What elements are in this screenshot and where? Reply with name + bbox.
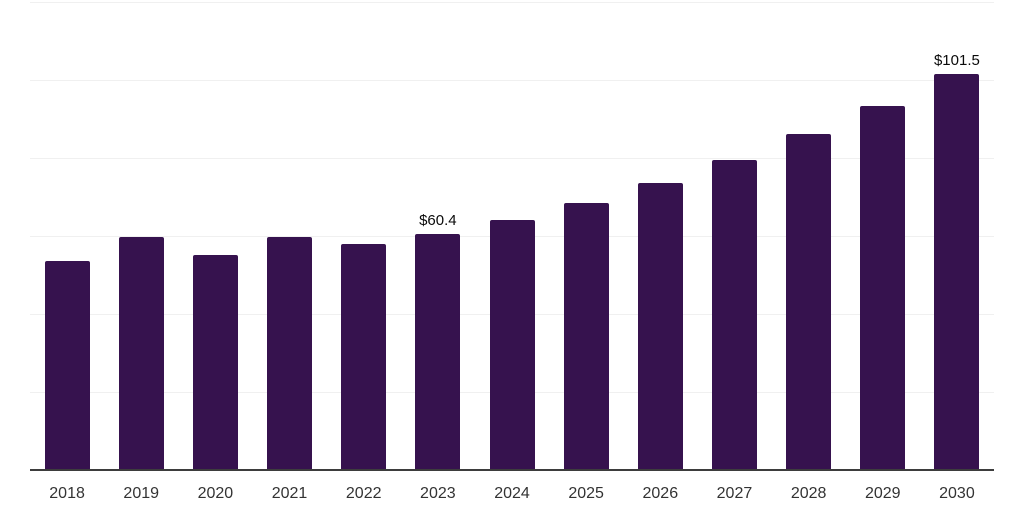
x-axis-line: [30, 469, 994, 471]
x-tick-2028: 2028: [790, 485, 827, 502]
bar-2019: [118, 237, 164, 470]
bar-2027: [711, 159, 757, 470]
x-tick-2019: 2019: [123, 485, 160, 502]
bar-2021: [267, 237, 313, 470]
data-label-2023: $60.4: [419, 212, 457, 230]
x-tick-2025: 2025: [568, 485, 604, 502]
gridline-100: [30, 80, 994, 81]
x-tick-2027: 2027: [716, 485, 753, 502]
x-tick-2026: 2026: [642, 485, 679, 502]
bar-2020: [192, 255, 238, 470]
bar-2024: [489, 220, 535, 470]
gridline-80: [30, 158, 994, 159]
bar-2029: [860, 105, 906, 470]
bar-2018: [44, 260, 90, 470]
bar-2025: [563, 203, 609, 470]
x-tick-2029: 2029: [864, 485, 901, 502]
x-tick-2024: 2024: [494, 485, 530, 502]
bar-2026: [637, 183, 683, 470]
bar-2023: [415, 234, 461, 470]
x-tick-2030: 2030: [939, 485, 975, 502]
x-tick-2023: 2023: [420, 485, 456, 502]
bar-2028: [786, 133, 832, 470]
data-label-2030: $101.5: [933, 52, 980, 70]
x-tick-2018: 2018: [49, 485, 85, 502]
x-tick-2020: 2020: [197, 485, 234, 502]
x-tick-2021: 2021: [271, 485, 308, 502]
bar-2030: [934, 74, 980, 470]
x-tick-2022: 2022: [345, 485, 382, 502]
gridline-120: [30, 2, 994, 3]
bar-2022: [341, 244, 387, 470]
